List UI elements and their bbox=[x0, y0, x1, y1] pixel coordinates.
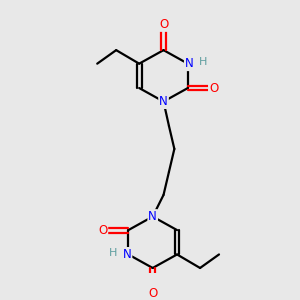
Text: N: N bbox=[148, 210, 157, 223]
Text: H: H bbox=[109, 248, 118, 258]
Text: O: O bbox=[209, 82, 218, 94]
Text: H: H bbox=[199, 57, 207, 67]
Text: N: N bbox=[159, 95, 168, 108]
Text: O: O bbox=[98, 224, 107, 237]
Text: N: N bbox=[123, 248, 131, 261]
Text: N: N bbox=[185, 57, 194, 70]
Text: O: O bbox=[159, 18, 168, 31]
Text: O: O bbox=[148, 287, 157, 300]
